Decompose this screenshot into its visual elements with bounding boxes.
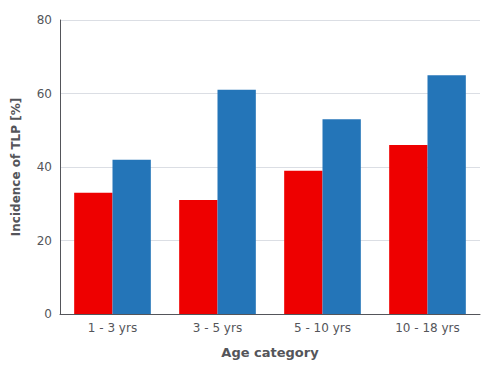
svg-text:Incidence of TLP [%]: Incidence of TLP [%]: [9, 98, 23, 236]
svg-text:Age category: Age category: [221, 345, 319, 360]
svg-text:5 - 10 yrs: 5 - 10 yrs: [294, 321, 351, 335]
svg-text:80: 80: [37, 13, 52, 27]
svg-text:60: 60: [37, 87, 52, 101]
svg-text:10 - 18 yrs: 10 - 18 yrs: [395, 321, 460, 335]
svg-text:3 - 5 yrs: 3 - 5 yrs: [193, 321, 242, 335]
svg-text:20: 20: [37, 234, 52, 248]
svg-text:1 - 3 yrs: 1 - 3 yrs: [88, 321, 137, 335]
svg-text:40: 40: [37, 160, 52, 174]
svg-text:0: 0: [44, 307, 52, 321]
